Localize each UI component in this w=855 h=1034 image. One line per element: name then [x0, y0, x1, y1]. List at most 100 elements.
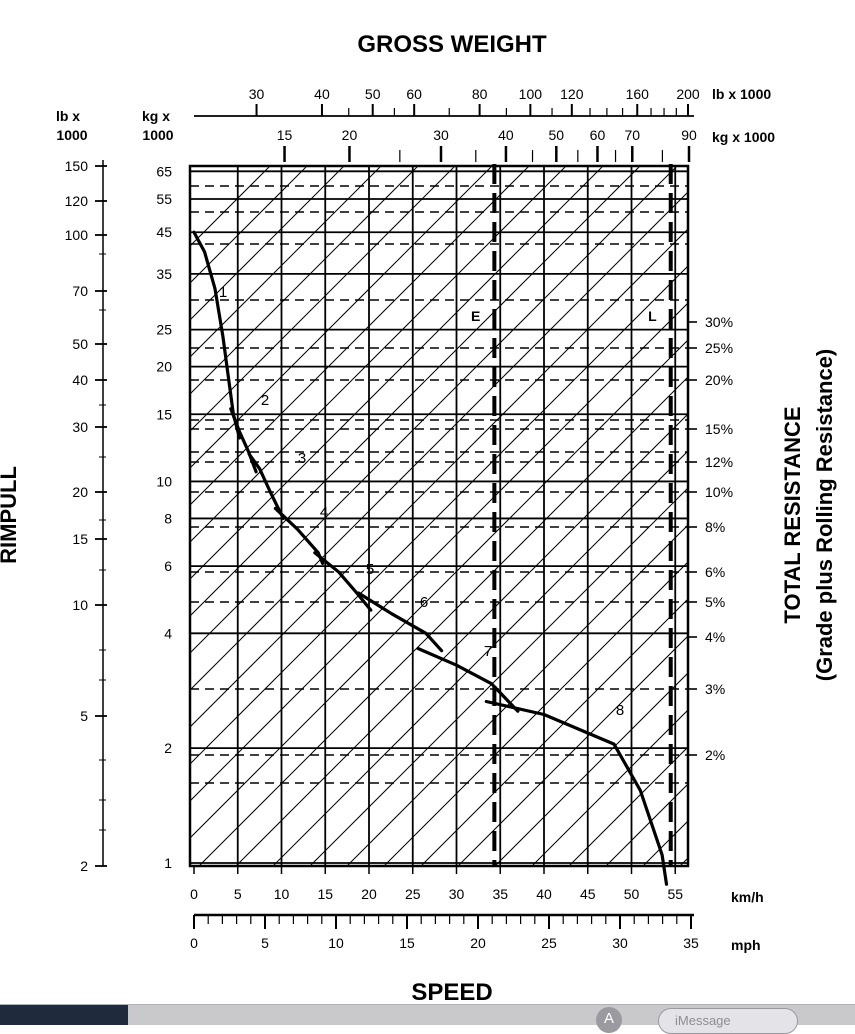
diagonal-line [190, 166, 456, 432]
diagonal-line [190, 166, 345, 321]
diagonal-line [190, 166, 308, 284]
kmh-tick-label: 30 [449, 886, 465, 902]
gear-label: 6 [420, 594, 428, 611]
diagonal-line [420, 598, 688, 866]
kmh-tick-label: 20 [361, 886, 377, 902]
gross-lb-tick-label: 200 [676, 86, 700, 102]
resistance-tick-label: 25% [705, 340, 733, 356]
kmh-unit: km/h [731, 889, 764, 905]
diagonal-line [457, 635, 688, 866]
resistance-tick-label: 8% [705, 519, 725, 535]
lb-tick-label: 70 [72, 283, 88, 299]
gear-curve [247, 452, 285, 520]
gross-lb-tick-label: 30 [249, 86, 265, 102]
lb-unit-line1: lb x [56, 108, 80, 124]
resistance-tick-label: 15% [705, 421, 733, 437]
lb-tick-label: 40 [72, 372, 88, 388]
gear-curve [416, 646, 520, 713]
mph-tick-label: 10 [328, 935, 344, 951]
diagonal-line [383, 561, 688, 866]
gross-kg-tick-label: 20 [342, 127, 358, 143]
diagonal-line [190, 339, 688, 839]
lb-tick-label: 5 [80, 708, 88, 724]
gear-curves: 1 2 3 4 5 6 7 8 [192, 230, 669, 886]
kg-tick-label: 4 [164, 625, 172, 641]
lb-tick-label: 50 [72, 336, 88, 352]
diagonal-line [190, 166, 567, 543]
kg-tick-label: 2 [164, 740, 172, 756]
kg-tick-label: 20 [156, 359, 172, 375]
lb-tick-label: 10 [72, 597, 88, 613]
gross-lb-tick-label: 50 [365, 86, 381, 102]
dock-dark-panel [0, 1005, 128, 1025]
mph-tick-label: 20 [470, 935, 486, 951]
mph-tick-label: 15 [399, 935, 415, 951]
app-store-icon[interactable]: A [596, 1007, 622, 1033]
imessage-input[interactable]: iMessage [658, 1008, 798, 1034]
kmh-tick-label: 0 [190, 886, 198, 902]
mph-tick-label: 25 [541, 935, 557, 951]
axes: 6555453525201510864211501201007050403020… [65, 86, 733, 951]
gross-lb-tick-label: 160 [626, 86, 650, 102]
resistance-tick-label: 4% [705, 629, 725, 645]
mph-tick-label: 0 [190, 935, 198, 951]
diagonal-line [190, 166, 419, 395]
kmh-tick-label: 40 [536, 886, 552, 902]
gross-kg-tick-label: 15 [277, 127, 293, 143]
diagonal-line [309, 487, 688, 866]
resistance-tick-label: 20% [705, 372, 733, 388]
kmh-tick-label: 50 [624, 886, 640, 902]
resistance-tick-label: 5% [705, 594, 725, 610]
kmh-tick-label: 25 [405, 886, 421, 902]
kg-tick-label: 8 [164, 510, 172, 526]
diagonal-line [494, 672, 688, 866]
diagonal-lines [190, 166, 688, 866]
plot-grid [188, 164, 690, 868]
resistance-tick-label: 3% [705, 681, 725, 697]
gear-curve [313, 551, 373, 612]
kg-tick-label: 55 [156, 191, 172, 207]
kg-tick-label: 45 [156, 224, 172, 240]
gross-lb-tick-label: 100 [519, 86, 543, 102]
mph-tick-label: 30 [612, 935, 628, 951]
diagonal-line [346, 524, 688, 866]
gross-kg-tick-label: 70 [624, 127, 640, 143]
gross-kg-tick-label: 90 [681, 127, 697, 143]
y-axis-right-title: TOTAL RESISTANCE [780, 406, 805, 623]
plot-frame [188, 164, 690, 868]
gross-lb-tick-label: 120 [560, 86, 584, 102]
macos-dock-strip: A iMessage [0, 1004, 855, 1034]
reference-line-label: L [648, 308, 657, 324]
kmh-tick-label: 55 [667, 886, 683, 902]
diagonal-line [272, 450, 688, 866]
rimpull-chart: GROSS WEIGHT SPEED RIMPULL TOTAL RESISTA… [0, 31, 837, 1004]
gear-curve [192, 230, 242, 440]
lb-tick-label: 100 [65, 227, 89, 243]
chart-title: GROSS WEIGHT [357, 31, 547, 58]
resistance-tick-label: 10% [705, 484, 733, 500]
diagonal-line [190, 302, 688, 802]
diagonal-line [568, 746, 688, 866]
mph-tick-label: 5 [261, 935, 269, 951]
gross-weight-kg-unit: kg x 1000 [712, 129, 775, 145]
kg-tick-label: 25 [156, 322, 172, 338]
y-axis-right-subtitle: (Grade plus Rolling Resistance) [812, 349, 837, 682]
diagonal-line [190, 166, 604, 580]
resistance-tick-label: 2% [705, 747, 725, 763]
reference-line-label: E [471, 308, 480, 324]
kmh-tick-label: 35 [492, 886, 508, 902]
gross-lb-tick-label: 60 [406, 86, 422, 102]
y-axis-left-title: RIMPULL [0, 466, 21, 564]
gear-label: 3 [298, 450, 306, 467]
kmh-tick-label: 5 [234, 886, 242, 902]
diagonal-line [190, 166, 382, 358]
diagonal-line [190, 265, 688, 765]
lb-tick-label: 2 [80, 858, 88, 874]
lb-unit-line2: 1000 [56, 127, 87, 143]
kg-tick-label: 65 [156, 163, 172, 179]
mph-tick-label: 35 [683, 935, 699, 951]
gear-label: 5 [366, 561, 374, 578]
x-axis-title: SPEED [411, 979, 492, 1004]
gear-label: 4 [320, 504, 328, 521]
